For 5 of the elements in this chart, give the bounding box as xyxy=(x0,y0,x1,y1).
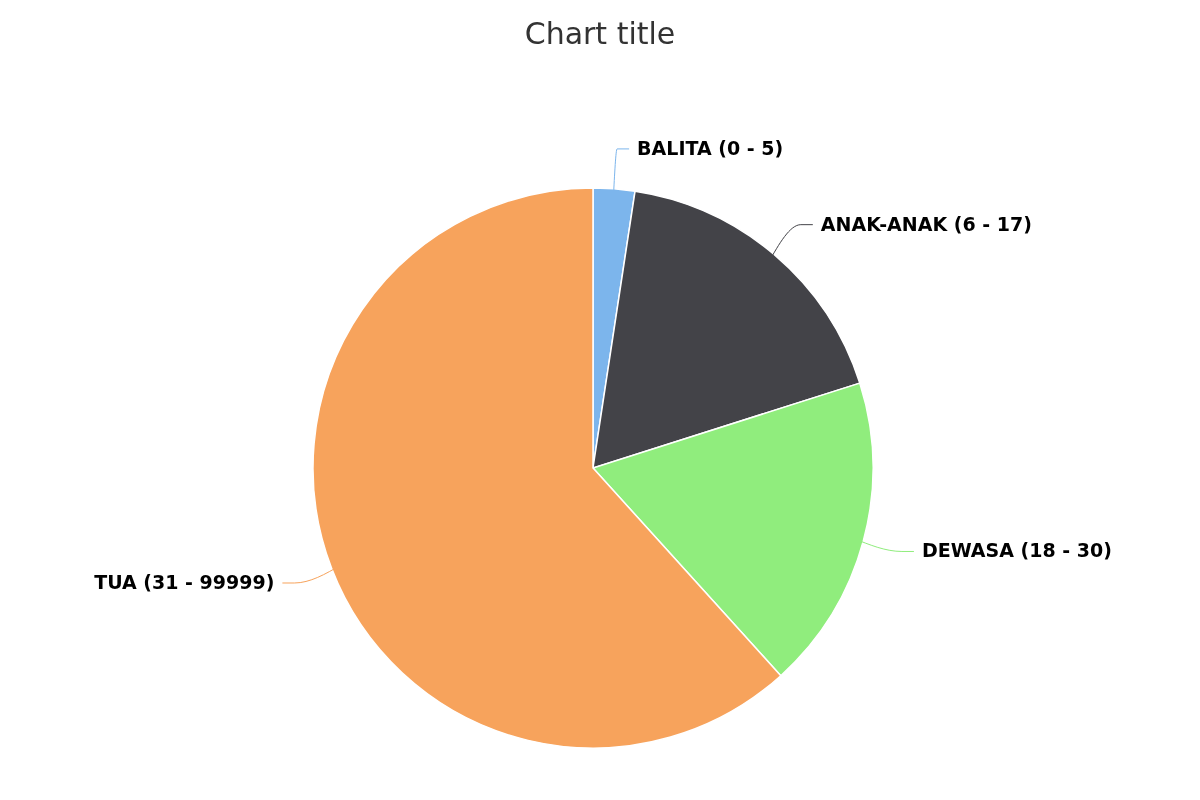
slice-label: BALITA (0 - 5) xyxy=(637,136,784,159)
slice-label: TUA (31 - 99999) xyxy=(94,570,275,593)
slice-label: DEWASA (18 - 30) xyxy=(921,539,1112,562)
chart-title: Chart title xyxy=(524,16,676,51)
slice-label: ANAK-ANAK (6 - 17) xyxy=(820,212,1032,235)
